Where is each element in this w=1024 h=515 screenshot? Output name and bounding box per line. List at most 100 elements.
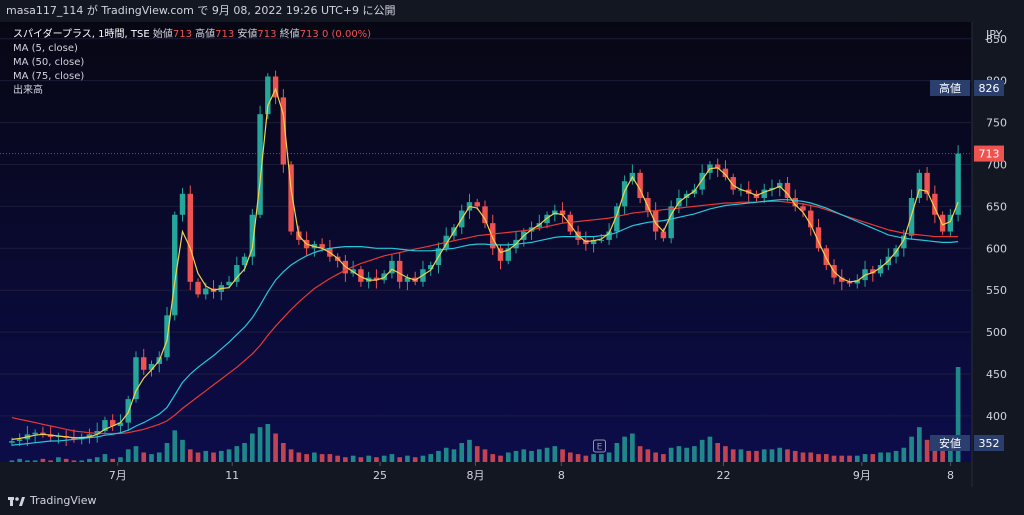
volume-bar (823, 454, 829, 462)
candle-body (373, 277, 380, 281)
volume-bar (544, 447, 550, 462)
high-tag-label: 高値 (939, 81, 961, 95)
candle-body (16, 439, 23, 442)
low-tag-label-box (930, 435, 970, 451)
legend-ma5[interactable]: MA (5, close) (13, 43, 78, 54)
volume-bar (630, 433, 635, 462)
candle-body (854, 280, 861, 284)
candle-body (203, 288, 209, 295)
price-chart[interactable]: 850800750700650600550500450400JPY 7月1125… (0, 22, 1024, 487)
volume-bar (412, 457, 418, 462)
candle-body (404, 277, 411, 282)
volume-bar (17, 458, 22, 462)
candle-body (955, 153, 961, 215)
volume-bar (932, 446, 938, 462)
volume-bar (71, 460, 77, 462)
volume-bar (661, 454, 666, 462)
volume-bar (560, 449, 565, 462)
volume-bar (948, 447, 953, 462)
volume-bar (218, 450, 224, 462)
high-tag-label-box (930, 80, 970, 96)
volume-bar (591, 454, 596, 462)
volume-bar (319, 454, 325, 462)
y-tick-label: 500 (986, 326, 1007, 339)
volume-bar (87, 458, 92, 462)
candle-body (195, 281, 201, 295)
volume-bar (575, 454, 581, 462)
legend-ma50[interactable]: MA (50, close) (13, 57, 85, 68)
volume-bar (924, 439, 930, 462)
candle-body (668, 206, 674, 239)
candle-body (117, 422, 124, 426)
legend-symbol: スパイダープラス, 1時間, TSE (13, 29, 150, 40)
volume-bar (110, 458, 116, 462)
volume-bar (761, 449, 767, 462)
candle-body (567, 214, 574, 232)
legend-volume[interactable]: 出来高 (13, 85, 43, 96)
volume-bar (955, 367, 961, 462)
volume-bar (242, 443, 247, 462)
candle-body (699, 172, 705, 190)
candle-body (606, 231, 612, 240)
volume-bar (909, 436, 914, 462)
legend-ma75[interactable]: MA (75, close) (13, 71, 85, 82)
candle-body (932, 193, 938, 215)
candle-body (916, 172, 923, 198)
earnings-event-marker[interactable] (592, 439, 606, 453)
high-tag-value: 826 (979, 82, 1000, 95)
volume-bar (467, 439, 472, 462)
chart-legend: スパイダープラス, 1時間, TSE 始値713 高値713 安値713 終値7… (13, 28, 371, 98)
candle-body (86, 434, 93, 437)
volume-bar (552, 446, 558, 462)
volume-bar (769, 449, 775, 462)
candle-body (319, 244, 325, 249)
candle-body (490, 223, 496, 249)
candle-body (94, 430, 100, 435)
candle-body (505, 248, 511, 261)
volume-bar (831, 455, 837, 462)
chart-area[interactable]: 850800750700650600550500450400JPY 7月1125… (0, 22, 1024, 487)
candle-body (815, 227, 822, 249)
volume-bar (288, 449, 294, 462)
volume-bar (498, 455, 503, 462)
volume-bar (32, 460, 38, 462)
x-tick-label: 25 (373, 469, 387, 482)
volume-bar (118, 457, 123, 462)
candle-body (257, 114, 263, 215)
volume-bar (149, 454, 154, 462)
candle-body (102, 420, 108, 431)
volume-bar (885, 452, 891, 462)
publish-header: masa117_114 が TradingView.com で 9月 08, 2… (0, 0, 1024, 22)
volume-bar (792, 450, 798, 462)
volume-bar (156, 452, 162, 462)
candle-body (784, 182, 791, 198)
volume-bar (389, 454, 395, 462)
low-tag-label: 安値 (939, 436, 961, 450)
candle-body (482, 206, 488, 224)
candle-body (722, 168, 729, 178)
candle-body (730, 177, 736, 190)
volume-bar (358, 457, 364, 462)
legend-open-value: 713 (172, 29, 192, 40)
volume-bar (847, 455, 852, 462)
volume-bar (754, 450, 759, 462)
volume-bar (738, 449, 744, 462)
volume-bar (599, 454, 604, 462)
y-tick-label: 700 (986, 158, 1007, 171)
y-tick-label: 850 (986, 33, 1007, 46)
volume-bar (529, 450, 534, 462)
volume-bar (25, 460, 30, 462)
volume-bar (312, 452, 317, 462)
volume-bar (343, 457, 348, 462)
candle-body (800, 206, 806, 211)
volume-bar (536, 449, 542, 462)
volume-bar (668, 447, 674, 462)
legend-close-label: 終値 (279, 29, 300, 40)
volume-bar (707, 436, 713, 462)
candle-body (141, 357, 147, 370)
candle-body (660, 231, 667, 239)
volume-bar (180, 439, 185, 462)
volume-bar (265, 424, 271, 462)
volume-bar (405, 455, 410, 462)
volume-bar (862, 454, 868, 462)
